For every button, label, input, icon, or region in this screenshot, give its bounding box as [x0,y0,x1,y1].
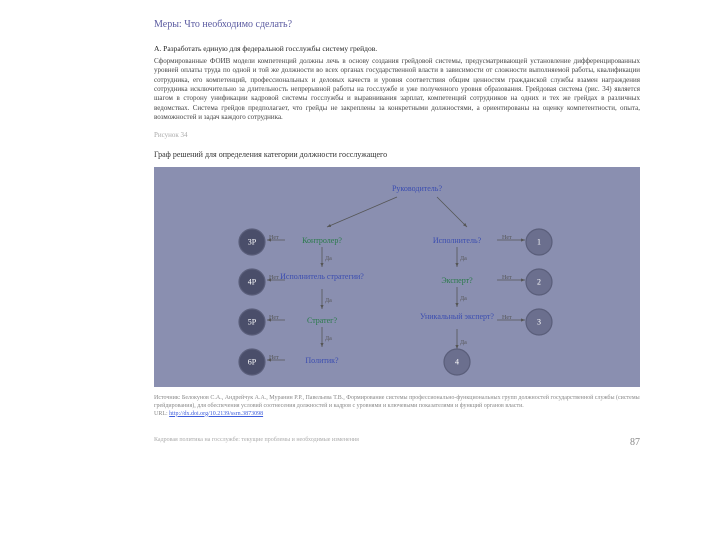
svg-text:Уникальный эксперт?: Уникальный эксперт? [420,312,494,321]
svg-text:1: 1 [537,237,541,246]
svg-text:Эксперт?: Эксперт? [441,276,473,285]
svg-text:Да: Да [325,336,332,342]
q-top: Руководитель? [392,184,442,193]
svg-text:5Р: 5Р [248,317,257,326]
right-branch: Исполнитель? Нет 1 Да Эксперт? Нет 2 Да … [420,229,552,375]
svg-text:6Р: 6Р [248,357,257,366]
svg-text:Политик?: Политик? [305,356,339,365]
svg-text:Стратег?: Стратег? [307,316,337,325]
svg-text:2: 2 [537,277,541,286]
svg-text:Да: Да [325,256,332,262]
page-number: 87 [630,436,640,450]
graph-title: Граф решений для определения категории д… [154,150,640,161]
left-branch: 3Р Нет Контролер? Да 4Р Нет Исполнитель … [239,229,364,375]
svg-text:Исполнитель?: Исполнитель? [433,236,482,245]
svg-text:Контролер?: Контролер? [302,236,342,245]
source-link[interactable]: http://dx.doi.org/10.2139/ssrn.3873098 [169,411,263,417]
svg-text:Исполнитель стратегии?: Исполнитель стратегии? [280,272,364,281]
svg-text:Да: Да [460,340,467,346]
source-citation: Источник: Белокунов С.А., Андрейчук А.А.… [154,395,640,418]
svg-text:3Р: 3Р [248,237,257,246]
decision-graph-diagram: Руководитель? 3Р Нет Контролер? Да 4Р Не… [154,167,640,387]
svg-text:Да: Да [460,256,467,262]
page-title: Меры: Что необходимо сделать? [154,18,640,32]
svg-text:4: 4 [455,357,459,366]
svg-text:4Р: 4Р [248,277,257,286]
body-paragraph: Сформированные ФОИВ модели компетенций д… [154,57,640,123]
footer-text: Кадровая политика на госслужбе: текущие … [154,436,359,450]
section-subhead: А. Разработать единую для федеральной го… [154,44,640,54]
svg-text:Да: Да [325,298,332,304]
svg-text:Да: Да [460,296,467,302]
figure-label: Рисунок 34 [154,131,640,140]
svg-text:3: 3 [537,317,541,326]
